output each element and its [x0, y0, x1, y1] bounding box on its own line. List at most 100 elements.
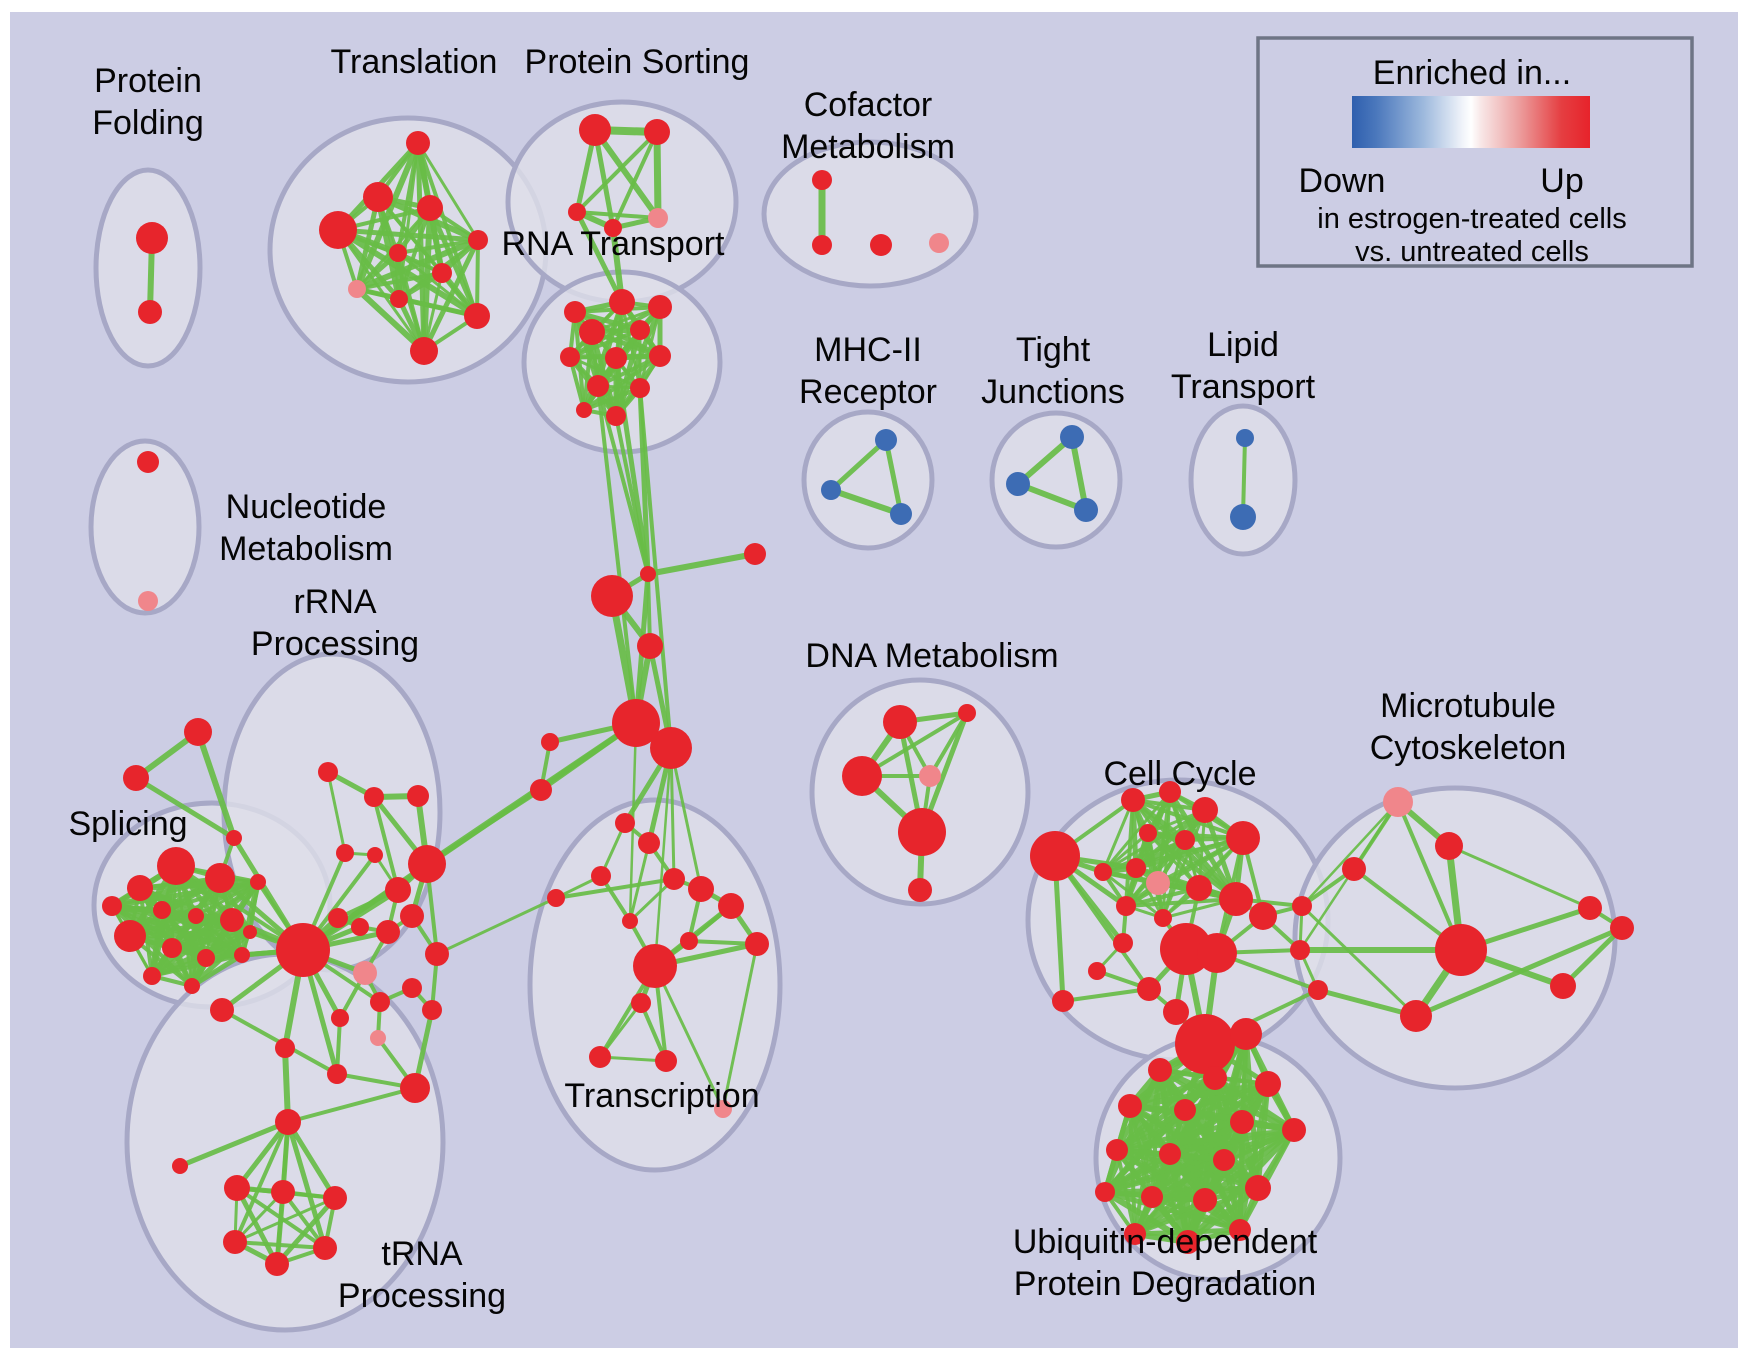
node-ts11	[718, 893, 744, 919]
node-pf0	[136, 222, 168, 254]
legend-down-label: Down	[1299, 162, 1386, 200]
legend-subtitle-line1: in estrogen-treated cells	[1317, 203, 1627, 235]
node-dm3	[919, 765, 941, 787]
edge-mc1-mt4	[1300, 904, 1418, 1018]
edge-mh0-mh2	[883, 437, 904, 517]
edge-t4-t7	[354, 237, 481, 292]
edge-tr1-tr2	[133, 775, 237, 841]
node-ts5	[547, 889, 565, 907]
node-ts1	[530, 779, 552, 801]
node-rt0	[609, 289, 635, 315]
label-dna-metabolism: DNA Metabolism	[805, 637, 1058, 675]
node-ub10	[1095, 1182, 1115, 1202]
edge-rr0-rr3	[326, 770, 347, 855]
node-ub9	[1213, 1149, 1235, 1171]
node-ts2	[615, 813, 635, 833]
edge-mt0-mt3	[1396, 800, 1463, 952]
node-ts3	[638, 832, 660, 854]
label-nucleotide-metabolism-line2: Metabolism	[219, 530, 393, 568]
label-protein-folding-line1: Protein	[94, 62, 202, 100]
node-ub13	[1245, 1175, 1271, 1201]
edge-rc1-rr18	[286, 1086, 417, 1124]
node-ts9	[680, 932, 698, 950]
node-tj1	[1006, 472, 1030, 496]
edge-cc2-cc7	[1101, 790, 1172, 874]
node-sp9	[197, 949, 215, 967]
node-t0	[406, 131, 430, 155]
node-sp11	[143, 967, 161, 985]
node-lp1	[1230, 504, 1256, 530]
dna-metabolism-ellipse	[809, 677, 1031, 907]
node-t5	[389, 244, 407, 262]
node-mh1	[821, 480, 841, 500]
node-dm4	[898, 808, 946, 856]
edge-mt1-mt6	[1447, 844, 1592, 910]
node-rr16	[331, 1009, 349, 1027]
edge-c0-c1	[645, 551, 758, 577]
node-cc0	[1030, 831, 1080, 881]
label-cell-cycle: Cell Cycle	[1103, 755, 1256, 793]
node-ub15	[1176, 1230, 1200, 1254]
node-mc1	[1292, 896, 1312, 916]
edge-rt8-hub1	[596, 384, 638, 725]
node-ub8	[1159, 1143, 1181, 1165]
node-rc0	[275, 1038, 295, 1058]
node-rr7	[328, 908, 348, 928]
legend-gradient-bar	[1352, 96, 1590, 148]
node-ubt	[1230, 1018, 1262, 1050]
node-cf2	[870, 234, 892, 256]
node-rt4	[630, 320, 650, 340]
node-cc1	[1121, 788, 1145, 812]
node-lp0	[1236, 429, 1254, 447]
node-cc14	[1154, 909, 1172, 927]
edge-ub4-ub7	[1114, 1107, 1188, 1153]
edge-cc1-cc13	[1124, 798, 1135, 908]
node-cc11	[1219, 882, 1253, 916]
node-ub14	[1124, 1223, 1146, 1245]
node-rt2	[648, 295, 672, 319]
label-trna-processing-line1: tRNA	[381, 1235, 463, 1273]
edge-ts10-ts16	[653, 964, 725, 1111]
node-cc20	[1052, 990, 1074, 1012]
node-ub16	[1229, 1219, 1251, 1241]
node-cc7	[1094, 863, 1112, 881]
edge-cc0-cc19	[1053, 854, 1151, 991]
edge-ts14-ts15	[598, 1055, 668, 1063]
label-cofactor-metabolism-line2: Metabolism	[781, 128, 955, 166]
edge-tn2-tn4	[274, 1195, 338, 1267]
legend-box	[1256, 36, 1694, 268]
node-t8	[390, 290, 408, 308]
edge-sp3-sp13	[109, 879, 261, 909]
edge-rc1-tn5	[285, 1119, 328, 1251]
node-ps1	[644, 119, 670, 145]
node-mt3	[1435, 924, 1487, 976]
node-t4	[468, 230, 488, 250]
node-sp3	[102, 896, 122, 916]
node-cc15	[1160, 923, 1212, 975]
node-mt4	[1400, 1000, 1432, 1032]
node-mt5	[1550, 973, 1576, 999]
label-cofactor-metabolism-line1: Cofactor	[804, 86, 933, 124]
node-rrh	[276, 923, 330, 977]
node-sp2	[127, 875, 153, 901]
node-ub1	[1203, 1066, 1227, 1090]
label-protein-sorting: Protein Sorting	[525, 43, 750, 81]
node-cc21	[1163, 999, 1189, 1025]
node-cc8	[1126, 858, 1146, 878]
edge-t0-t4	[416, 141, 480, 242]
node-dm5	[908, 878, 932, 902]
node-ts12	[745, 932, 769, 956]
node-ps2	[568, 203, 586, 221]
node-ub7	[1106, 1139, 1128, 1161]
node-ts10	[633, 944, 677, 988]
label-transcription: Transcription	[564, 1077, 759, 1115]
edge-tr0-tr2	[195, 729, 237, 841]
node-rt6	[605, 347, 627, 369]
node-rt5	[560, 347, 580, 367]
node-ub12	[1193, 1188, 1217, 1212]
node-cc13	[1116, 896, 1136, 916]
edge-t7-t10	[354, 286, 427, 354]
edge-ub13-ub14	[1133, 1186, 1260, 1236]
node-t2	[319, 211, 357, 249]
